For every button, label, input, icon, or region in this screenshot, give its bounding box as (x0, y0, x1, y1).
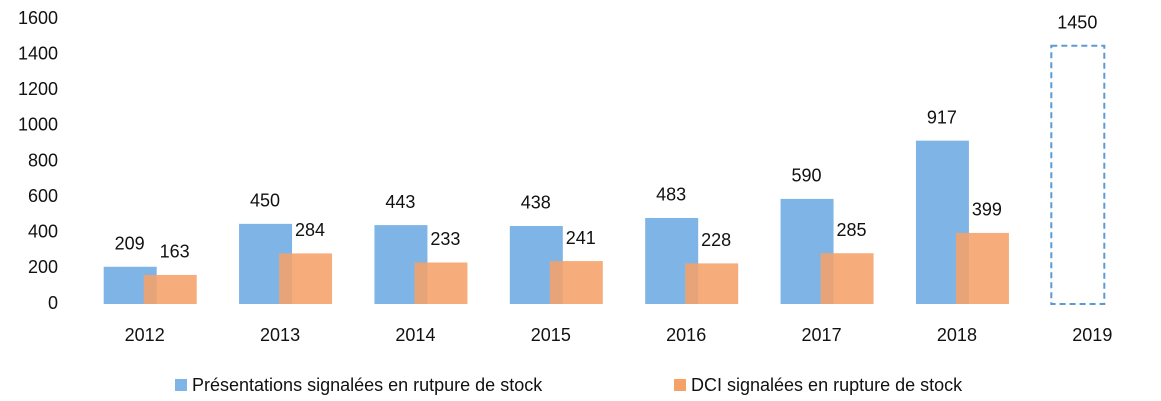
y-tick-label: 1400 (18, 43, 58, 63)
bar (685, 263, 739, 304)
x-tick-label: 2012 (125, 325, 165, 345)
data-label: 285 (837, 220, 867, 240)
x-tick-label: 2015 (531, 325, 571, 345)
legend-swatch (175, 379, 187, 391)
x-tick-label: 2013 (260, 325, 300, 345)
data-label: 1450 (1057, 12, 1097, 32)
x-tick-label: 2019 (1072, 325, 1112, 345)
data-label: 163 (160, 242, 190, 262)
data-label: 228 (701, 230, 731, 250)
data-label: 443 (385, 192, 415, 212)
bar (414, 262, 468, 304)
y-tick-label: 800 (28, 150, 58, 170)
data-label: 209 (115, 234, 145, 254)
x-tick-label: 2014 (395, 325, 435, 345)
data-label: 241 (566, 228, 596, 248)
data-label: 917 (927, 107, 957, 127)
data-label: 284 (295, 220, 325, 240)
y-tick-label: 600 (28, 186, 58, 206)
y-tick-label: 0 (48, 293, 58, 313)
bar (279, 253, 333, 304)
y-tick-label: 1200 (18, 79, 58, 99)
bar (1050, 44, 1106, 305)
bar (955, 232, 1009, 304)
y-tick-label: 1000 (18, 115, 58, 135)
legend-label: Présentations signalées en rutpure de st… (192, 375, 543, 395)
bar (820, 253, 874, 304)
data-label: 483 (656, 185, 686, 205)
legend-swatch (674, 379, 686, 391)
y-tick-label: 200 (28, 257, 58, 277)
bar (143, 274, 197, 304)
x-tick-label: 2018 (937, 325, 977, 345)
y-tick-label: 1600 (18, 8, 58, 28)
data-label: 399 (972, 200, 1002, 220)
x-tick-label: 2017 (802, 325, 842, 345)
x-tick-label: 2016 (666, 325, 706, 345)
data-label: 590 (792, 166, 822, 186)
data-label: 438 (521, 193, 551, 213)
data-label: 450 (250, 191, 280, 211)
bar (549, 261, 603, 304)
legend-label: DCI signalées en rupture de stock (691, 375, 963, 395)
y-tick-label: 400 (28, 222, 58, 242)
data-label: 233 (430, 229, 460, 249)
